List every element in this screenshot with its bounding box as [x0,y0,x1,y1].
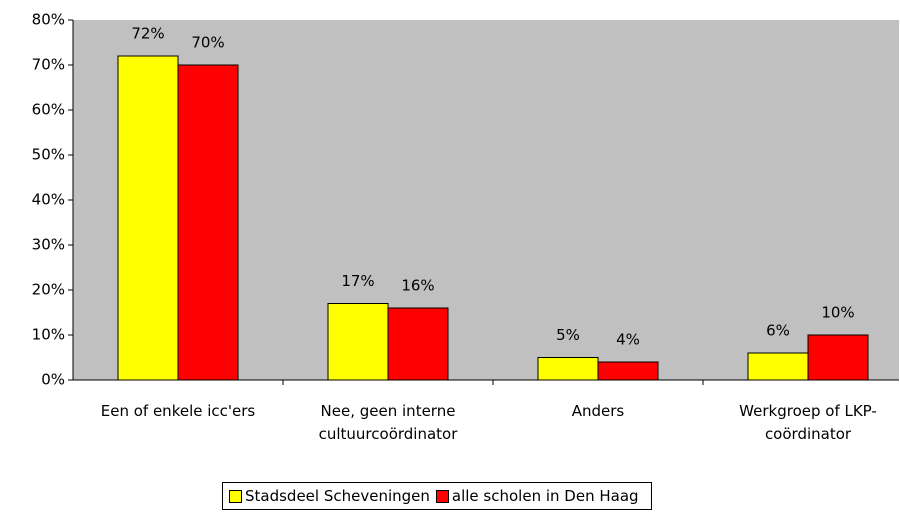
data-label: 16% [401,277,434,295]
data-label: 10% [821,304,854,322]
data-label: 70% [191,34,224,52]
bar [327,303,389,381]
y-tick-label: 70% [32,56,65,74]
bar [177,64,239,381]
y-tick-label: 60% [32,101,65,119]
y-tick-label: 30% [32,236,65,254]
bar [387,307,449,381]
data-label: 4% [616,331,640,349]
legend-swatch [229,489,242,503]
legend-swatch [435,489,449,503]
y-tick-label: 20% [32,281,65,299]
y-tick-label: 50% [32,146,65,164]
x-tick-label: Een of enkele icc'ers [100,402,256,420]
data-label: 17% [341,272,374,290]
y-tick-label: 40% [32,191,65,209]
legend-label: alle scholen in Den Haag [451,487,639,505]
legend-item: alle scholen in Den Haag [435,487,639,505]
legend: Stadsdeel Scheveningen alle scholen in De… [222,482,652,510]
legend-item: Stadsdeel Scheveningen [229,487,430,505]
x-tick-label: Nee, geen interne cultuurcoördinator [318,402,458,443]
bar [597,361,659,381]
data-label: 6% [766,322,790,340]
bar [537,357,599,381]
bar [747,352,809,381]
data-label: 72% [131,25,164,43]
data-label: 5% [556,326,580,344]
bar [117,55,179,381]
x-tick-label: Anders [571,402,625,420]
y-tick-label: 10% [32,326,65,344]
legend-label: Stadsdeel Scheveningen [245,487,430,505]
x-tick-label: Werkgroep of LKP-coördinator [739,402,877,443]
y-tick-label: 80% [32,11,65,29]
y-tick-label: 0% [41,371,65,389]
bar [807,334,869,381]
